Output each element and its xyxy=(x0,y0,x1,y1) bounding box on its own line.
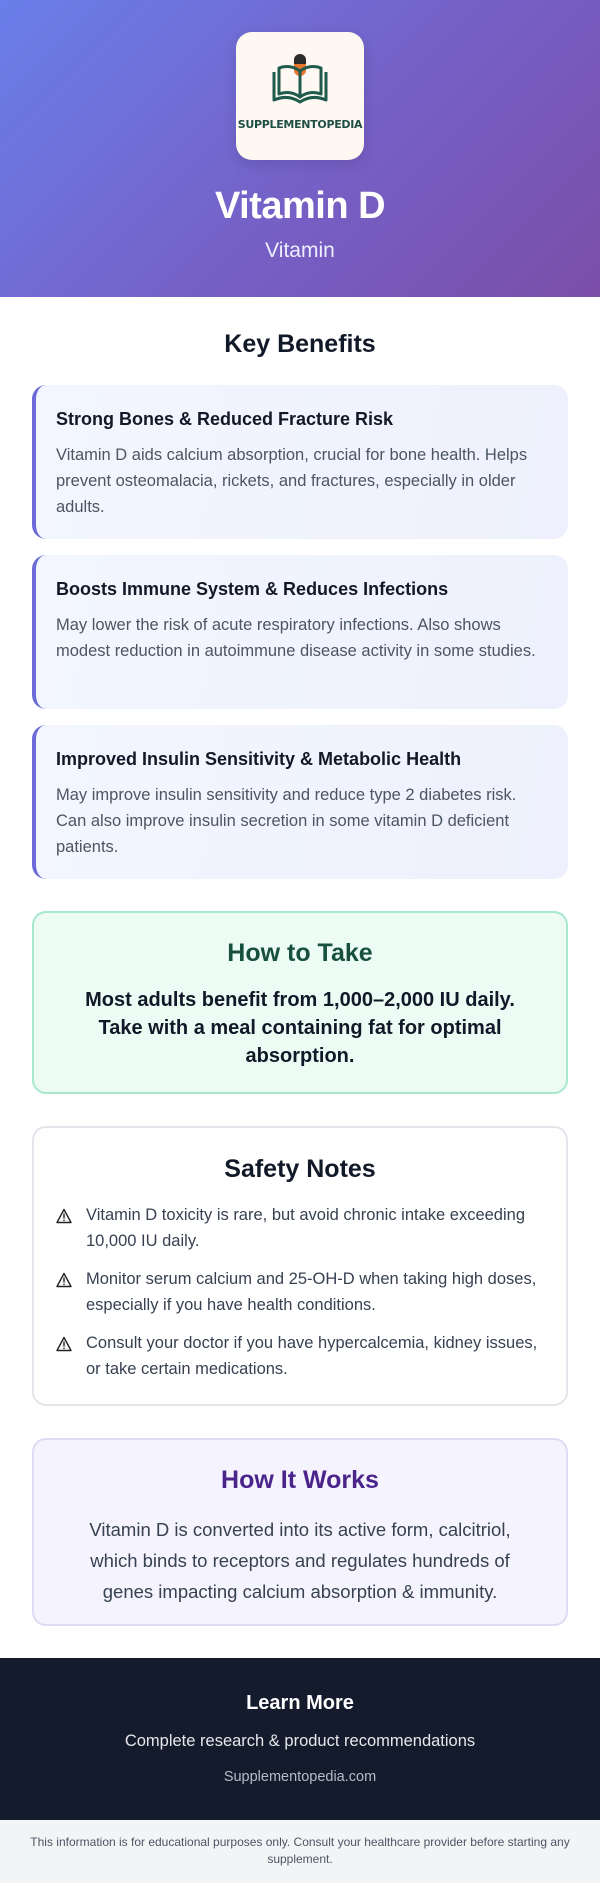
brand-logo[interactable]: SUPPLEMENTOPEDIA xyxy=(236,32,364,160)
how-to-take-heading: How to Take xyxy=(34,937,566,969)
hero-header: SUPPLEMENTOPEDIA Vitamin D Vitamin xyxy=(0,0,600,297)
warning-triangle-icon xyxy=(56,1336,72,1352)
warning-triangle-icon xyxy=(56,1272,72,1288)
safety-item-text: Vitamin D toxicity is rare, but avoid ch… xyxy=(86,1206,525,1250)
warning-triangle-icon xyxy=(56,1208,72,1224)
safety-item: Vitamin D toxicity is rare, but avoid ch… xyxy=(56,1202,546,1254)
key-benefits-heading: Key Benefits xyxy=(0,328,600,360)
brand-name: SUPPLEMENTOPEDIA xyxy=(236,118,364,131)
safety-item-text: Consult your doctor if you have hypercal… xyxy=(86,1334,537,1378)
disclaimer-bar: This information is for educational purp… xyxy=(0,1820,600,1883)
benefit-card: Strong Bones & Reduced Fracture Risk Vit… xyxy=(32,385,568,539)
learn-more-footer: Learn More Complete research & product r… xyxy=(0,1658,600,1820)
website-link[interactable]: Supplementopedia.com xyxy=(0,1767,600,1787)
how-to-take-text: Most adults benefit from 1,000–2,000 IU … xyxy=(62,986,538,1070)
safety-list: Vitamin D toxicity is rare, but avoid ch… xyxy=(56,1202,546,1394)
benefit-text: May improve insulin sensitivity and redu… xyxy=(56,782,546,860)
supplement-title: Vitamin D xyxy=(0,182,600,230)
benefit-title: Boosts Immune System & Reduces Infection… xyxy=(56,577,448,601)
how-it-works-text: Vitamin D is converted into its active f… xyxy=(70,1514,530,1607)
how-to-take-card: How to Take Most adults benefit from 1,0… xyxy=(32,911,568,1094)
benefit-card: Boosts Immune System & Reduces Infection… xyxy=(32,555,568,709)
benefit-title: Strong Bones & Reduced Fracture Risk xyxy=(56,407,393,431)
benefit-card: Improved Insulin Sensitivity & Metabolic… xyxy=(32,725,568,879)
benefit-title: Improved Insulin Sensitivity & Metabolic… xyxy=(56,747,461,771)
disclaimer-text: This information is for educational purp… xyxy=(16,1834,584,1868)
learn-more-heading: Learn More xyxy=(0,1690,600,1716)
benefit-text: Vitamin D aids calcium absorption, cruci… xyxy=(56,442,546,520)
safety-item: Consult your doctor if you have hypercal… xyxy=(56,1330,546,1382)
safety-item-text: Monitor serum calcium and 25-OH-D when t… xyxy=(86,1270,536,1314)
how-it-works-heading: How It Works xyxy=(34,1464,566,1496)
safety-item: Monitor serum calcium and 25-OH-D when t… xyxy=(56,1266,546,1318)
safety-notes-heading: Safety Notes xyxy=(34,1153,566,1185)
safety-notes-card: Safety Notes Vitamin D toxicity is rare,… xyxy=(32,1126,568,1406)
how-it-works-card: How It Works Vitamin D is converted into… xyxy=(32,1438,568,1626)
book-with-capsule-icon xyxy=(270,54,330,114)
learn-more-subtitle: Complete research & product recommendati… xyxy=(0,1730,600,1752)
supplement-category: Vitamin xyxy=(0,238,600,264)
benefit-text: May lower the risk of acute respiratory … xyxy=(56,612,546,664)
